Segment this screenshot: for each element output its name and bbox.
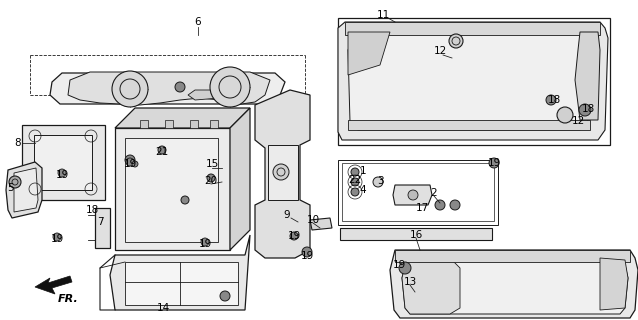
- Polygon shape: [115, 128, 230, 250]
- Polygon shape: [340, 228, 492, 240]
- Polygon shape: [6, 162, 42, 218]
- Circle shape: [449, 34, 463, 48]
- Polygon shape: [310, 218, 332, 230]
- Circle shape: [399, 262, 411, 274]
- Text: 3: 3: [376, 176, 383, 186]
- Text: 14: 14: [156, 303, 170, 313]
- Circle shape: [579, 104, 591, 116]
- Polygon shape: [22, 125, 105, 200]
- Polygon shape: [348, 32, 590, 130]
- Polygon shape: [575, 32, 600, 120]
- Circle shape: [126, 158, 134, 166]
- Circle shape: [210, 67, 250, 107]
- Polygon shape: [140, 120, 148, 128]
- Polygon shape: [125, 262, 238, 305]
- Polygon shape: [393, 185, 432, 205]
- Polygon shape: [255, 90, 310, 258]
- Text: 8: 8: [15, 138, 21, 148]
- Polygon shape: [338, 22, 608, 140]
- Text: 17: 17: [415, 203, 429, 213]
- Polygon shape: [230, 108, 250, 250]
- Text: 19: 19: [50, 234, 64, 244]
- Text: 1: 1: [360, 166, 366, 176]
- Circle shape: [175, 82, 185, 92]
- Circle shape: [450, 200, 460, 210]
- Text: 19: 19: [487, 158, 501, 168]
- Text: 10: 10: [306, 215, 320, 225]
- Circle shape: [181, 196, 189, 204]
- Circle shape: [207, 174, 215, 182]
- Polygon shape: [14, 168, 38, 212]
- Polygon shape: [210, 120, 218, 128]
- Circle shape: [125, 155, 135, 165]
- Text: FR.: FR.: [58, 294, 78, 304]
- Circle shape: [132, 161, 138, 167]
- Polygon shape: [395, 250, 630, 262]
- Circle shape: [546, 95, 556, 105]
- Circle shape: [112, 71, 148, 107]
- Text: 11: 11: [376, 10, 390, 20]
- Text: 19: 19: [123, 159, 137, 169]
- Text: 9: 9: [284, 210, 290, 220]
- Polygon shape: [268, 145, 298, 200]
- Text: 20: 20: [204, 176, 218, 186]
- Text: 4: 4: [360, 185, 366, 195]
- Polygon shape: [68, 72, 270, 105]
- Polygon shape: [600, 258, 628, 310]
- Text: 22: 22: [348, 175, 362, 185]
- Polygon shape: [95, 208, 110, 248]
- Polygon shape: [50, 73, 285, 104]
- Text: 19: 19: [300, 251, 314, 261]
- Circle shape: [273, 164, 289, 180]
- Circle shape: [220, 291, 230, 301]
- Circle shape: [408, 190, 418, 200]
- Polygon shape: [345, 22, 600, 35]
- Circle shape: [489, 158, 499, 168]
- Polygon shape: [390, 250, 638, 318]
- Circle shape: [435, 200, 445, 210]
- Circle shape: [158, 146, 166, 154]
- Circle shape: [302, 247, 312, 257]
- Polygon shape: [110, 235, 250, 310]
- Text: 18: 18: [547, 95, 561, 105]
- Polygon shape: [165, 120, 173, 128]
- Circle shape: [290, 232, 298, 240]
- Text: 16: 16: [410, 230, 422, 240]
- Polygon shape: [125, 138, 218, 242]
- Text: 7: 7: [97, 217, 103, 227]
- Text: 15: 15: [205, 159, 219, 169]
- Polygon shape: [348, 32, 390, 75]
- Polygon shape: [348, 120, 590, 130]
- Circle shape: [373, 177, 383, 187]
- Text: 18: 18: [85, 205, 99, 215]
- Text: 19: 19: [198, 239, 212, 249]
- Polygon shape: [190, 120, 198, 128]
- Polygon shape: [34, 135, 92, 190]
- Text: 21: 21: [156, 147, 168, 157]
- Text: 12: 12: [572, 116, 584, 126]
- Text: 19: 19: [392, 260, 406, 270]
- Polygon shape: [35, 276, 72, 294]
- Text: 2: 2: [431, 188, 437, 198]
- Circle shape: [351, 168, 359, 176]
- Circle shape: [58, 169, 66, 177]
- Circle shape: [53, 233, 61, 241]
- Text: 18: 18: [581, 104, 595, 114]
- Circle shape: [351, 188, 359, 196]
- Text: 19: 19: [287, 231, 300, 241]
- Text: 19: 19: [56, 170, 69, 180]
- Polygon shape: [402, 258, 628, 314]
- Circle shape: [351, 178, 359, 186]
- Text: 12: 12: [433, 46, 447, 56]
- Polygon shape: [402, 258, 460, 314]
- Circle shape: [9, 176, 21, 188]
- Circle shape: [557, 107, 573, 123]
- Text: 6: 6: [195, 17, 202, 27]
- Polygon shape: [115, 108, 250, 128]
- Polygon shape: [188, 90, 220, 100]
- Text: 13: 13: [403, 277, 417, 287]
- Text: 5: 5: [6, 183, 13, 193]
- Circle shape: [201, 238, 209, 246]
